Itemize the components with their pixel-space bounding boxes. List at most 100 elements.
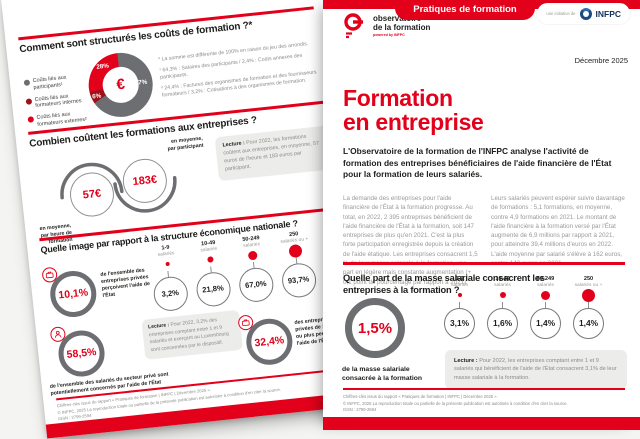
size-class-sublabel: salariés ou + [574, 282, 603, 288]
body-column: La demande des entreprises pour l'aide f… [343, 195, 478, 286]
euro-icon: € [115, 75, 126, 94]
size-class-column: 1-9 salariés 3,2% [144, 243, 194, 313]
company-size-dot [288, 243, 303, 258]
donut-hole: € [100, 65, 141, 105]
legend-item: Coûts liés aux formateurs internes [25, 91, 92, 111]
section-divider [343, 262, 625, 265]
connector-line [588, 301, 589, 308]
size-class-chart: 1-9 salariés 3,2% 10-49 salariés 21,8% 5… [144, 229, 322, 313]
donut-slice-label: 28% [95, 62, 110, 71]
size-class-label: 1-9 [455, 276, 464, 282]
logo-line: observatoire [373, 14, 422, 23]
size-class-label: 250 [583, 276, 594, 282]
intro-paragraph: L'Observatoire de la formation de l'INFP… [343, 146, 612, 180]
lecture-label: Lecture : [222, 140, 246, 149]
payroll-share-label: de la masse salariale consacrée à la for… [342, 366, 423, 382]
company-badge [41, 266, 58, 284]
page-footer: Chiffres-clés issus du rapport « Pratiqu… [343, 394, 627, 414]
size-class-label: 10-49 [495, 276, 510, 282]
connector-line [210, 266, 212, 273]
footer-line: Chiffres-clés issus du rapport « Pratiqu… [343, 394, 498, 399]
right-page: Pratiques de formation observatoire de l… [323, 0, 640, 430]
briefcase-icon [241, 319, 250, 327]
lecture-note-payroll: Lecture : Pour 2022, les entreprises com… [445, 350, 627, 390]
footer-line: © INFPC, 2025 La reproduction totale ou … [343, 400, 568, 406]
payroll-share-value: 1,5% [357, 319, 393, 337]
company-size-dot [457, 293, 462, 298]
size-class-value: 3,2% [161, 288, 180, 299]
price-wave-decoration [60, 162, 177, 213]
size-class-column: 250 salariés ou + 93,7% [272, 229, 322, 299]
size-class-column: 50-249 salariés 67,0% [229, 234, 279, 304]
company-size-dot [247, 250, 258, 261]
size-class-column: 10-49 salariés 21,8% [187, 238, 237, 308]
payroll-size-chart: 1-9 salariés 3,1% 10-49 salariés 1,6% 50… [438, 276, 610, 339]
legend-dot-participants-icon [23, 79, 31, 86]
size-class-value: 1,6% [492, 318, 513, 329]
size-class-value: 67,0% [244, 278, 267, 291]
lecture-label: Lecture : [454, 358, 478, 364]
legend-item: Coûts liés aux participants¹ [23, 72, 91, 92]
initiative-label: une initiative de [546, 11, 576, 16]
size-class-sublabel: salariés [537, 282, 554, 288]
company-size-dot [499, 292, 506, 299]
size-class-circle: 1,4% [573, 307, 604, 339]
price-per-hour-value: 57€ [82, 187, 102, 202]
observatoire-logo-icon [344, 13, 363, 39]
price-per-participant-value: 183€ [132, 173, 158, 189]
donut-slice-label: 6% [91, 92, 102, 101]
stat-large-companies-value: 32,4% [253, 334, 285, 350]
size-class-circle: 3,2% [151, 274, 189, 313]
connector-line [252, 261, 255, 268]
lecture-note-prices: Lecture : Pour 2022, les formations coût… [214, 125, 333, 181]
large-company-badge [237, 314, 254, 331]
title-line: en entreprise [343, 109, 484, 136]
legend-dot-internal-trainers-icon [25, 97, 33, 105]
company-size-dot [164, 261, 170, 267]
infpc-logo-icon [579, 7, 592, 20]
cost-footnotes: * La somme est différente de 100% en rai… [158, 40, 326, 104]
page-title: Formation en entreprise [343, 86, 484, 135]
lecture-text: Pour 2022, les formations coûtent aux en… [223, 133, 320, 173]
size-class-column: 250 salariés ou + 1,4% [567, 276, 610, 339]
lecture-text: Pour 2022, les entreprises comptant entr… [454, 358, 617, 381]
size-class-circle: 93,7% [279, 261, 318, 299]
size-class-circle: 3,1% [444, 307, 475, 339]
size-class-value: 93,7% [287, 274, 310, 286]
size-class-value: 1,4% [535, 318, 556, 329]
size-class-circle: 67,0% [237, 265, 275, 304]
logo-subline: powered by INFPC [373, 33, 405, 38]
size-class-column: 1-9 salariés 3,1% [438, 276, 481, 339]
legend-dot-external-trainers-icon [27, 116, 35, 123]
body-text: La demande des entreprises pour l'aide f… [343, 194, 627, 287]
connector-line [295, 257, 298, 264]
size-class-sublabel: salariés [451, 282, 468, 288]
size-class-circle: 21,8% [194, 270, 232, 308]
employee-badge [49, 326, 67, 343]
size-class-sublabel: salariés [494, 282, 511, 288]
title-line: Formation [343, 85, 453, 111]
size-class-value: 3,1% [449, 318, 470, 329]
company-size-dot [541, 290, 550, 300]
bottom-red-bar [323, 417, 640, 430]
person-icon [55, 330, 62, 338]
series-banner: Pratiques de formation [395, 0, 535, 20]
footer-divider [343, 388, 625, 390]
footer-line: ISSN : 2799-2594 [343, 407, 377, 412]
section-heading-payroll: Quelle part de la masse salariale consac… [343, 273, 545, 296]
infpc-logo-badge: une initiative de INFPC [537, 3, 630, 24]
connector-line [167, 270, 169, 277]
briefcase-icon [45, 271, 54, 279]
size-class-label: 50-249 [536, 276, 555, 282]
size-class-column: 50-249 salariés 1,4% [524, 276, 567, 339]
size-class-column: 10-49 salariés 1,6% [481, 276, 524, 339]
company-size-dot [582, 288, 595, 302]
stat-companies-value: 10,1% [57, 286, 89, 302]
publication-date: Décembre 2025 [574, 56, 628, 65]
observatoire-logo-text: observatoire de la formation powered by … [373, 14, 430, 37]
payroll-share-circle: 1,5% [345, 298, 405, 358]
size-class-value: 21,8% [201, 283, 225, 295]
size-class-value: 1,4% [578, 318, 599, 329]
size-class-circle: 1,6% [487, 307, 518, 339]
